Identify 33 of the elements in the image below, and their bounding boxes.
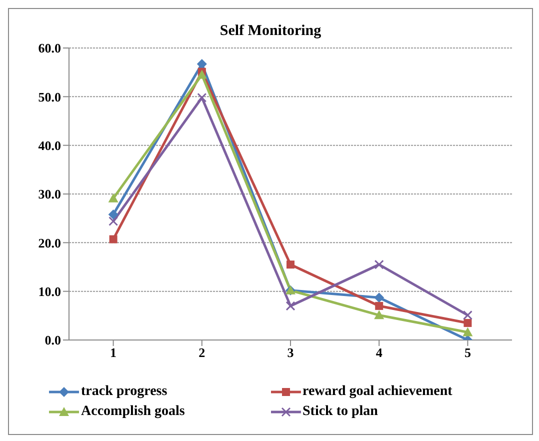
point	[196, 70, 207, 79]
x-tick-label: 5	[464, 345, 472, 360]
point	[108, 193, 118, 202]
x-tick-label: 4	[376, 345, 383, 360]
legend-label: track progress	[81, 384, 168, 400]
point	[196, 59, 207, 70]
point	[374, 292, 384, 303]
x-tick-label: 3	[287, 345, 294, 360]
y-tick-label: 60.0	[38, 40, 61, 56]
point	[108, 209, 118, 220]
legend-label: reward goal achievement	[302, 384, 452, 400]
point	[374, 310, 384, 320]
point	[109, 235, 118, 244]
point	[374, 260, 384, 270]
y-tick-label: 50.0	[38, 89, 61, 104]
point	[464, 318, 472, 327]
y-tick-label: 40.0	[38, 138, 61, 153]
y-tick-label: 0.0	[44, 332, 61, 348]
x-tick-label: 2	[198, 345, 206, 360]
point	[375, 302, 384, 310]
x-tick-label: 1	[110, 345, 117, 360]
point	[462, 327, 473, 336]
y-tick-label: 30.0	[38, 186, 61, 202]
point	[286, 301, 296, 311]
chart-title: Self Monitoring	[218, 23, 322, 40]
point	[462, 310, 472, 320]
point	[286, 260, 294, 269]
point	[108, 216, 118, 226]
y-tick-label: 20.0	[38, 235, 61, 250]
y-tick-label: 10.0	[38, 284, 61, 299]
legend-label: Stick to plan	[302, 404, 378, 420]
legend-label: Accomplish goals	[81, 404, 185, 420]
point	[197, 92, 207, 102]
